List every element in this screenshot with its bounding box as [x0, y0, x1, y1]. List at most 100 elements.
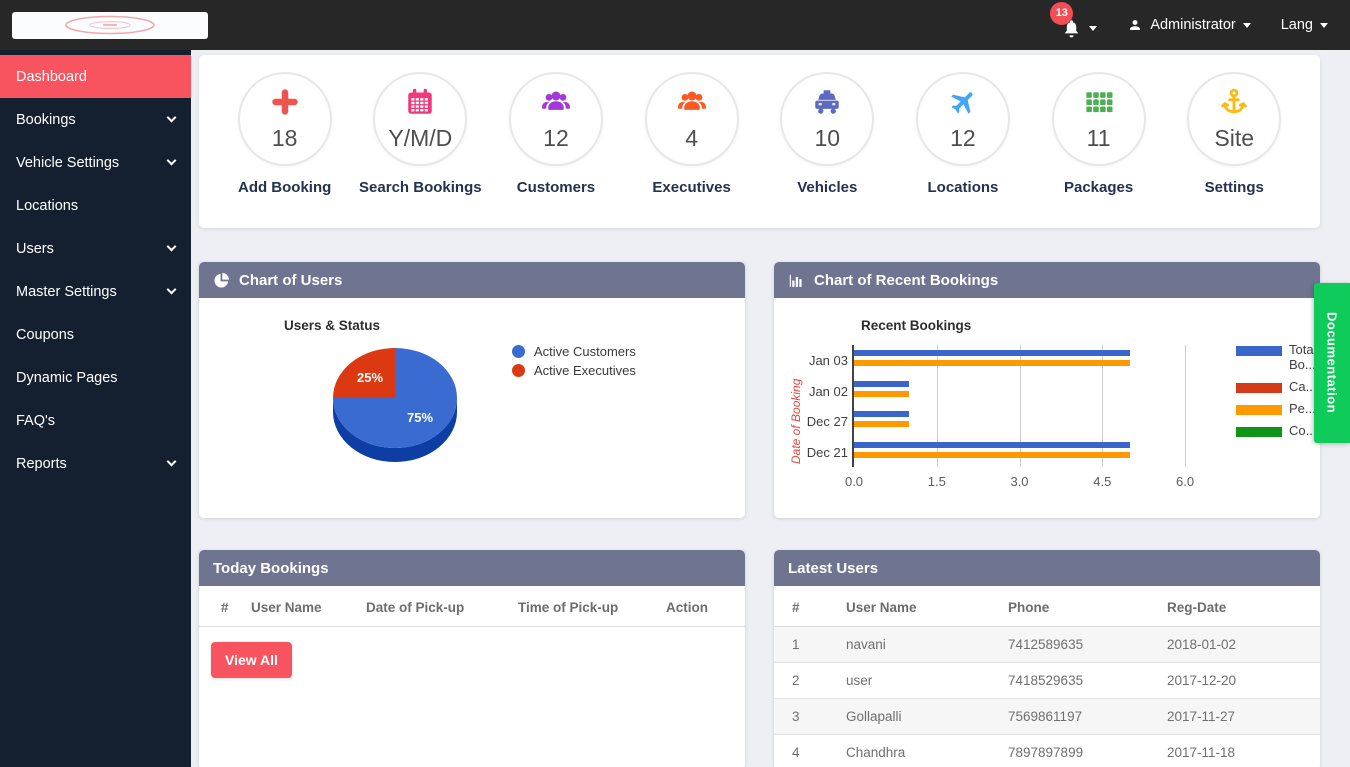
panel-title: Today Bookings [213, 559, 329, 577]
legend-entry: Active Executives [512, 363, 636, 378]
sidebar-item-vehicle-settings[interactable]: Vehicle Settings [0, 141, 191, 184]
sidebar-item-label: Bookings [16, 111, 76, 128]
legend-label: Active Executives [534, 363, 636, 378]
sidebar-item-coupons[interactable]: Coupons [0, 313, 191, 356]
x-tick-label: 0.0 [844, 474, 864, 489]
pie-slice-label: 75% [407, 410, 433, 425]
table-cell: 2018-01-02 [1167, 637, 1237, 652]
legend-label: Ca... [1289, 378, 1317, 394]
bar-pe [854, 390, 910, 397]
anchor-icon [1219, 87, 1249, 122]
stat-value: Y/M/D [388, 124, 453, 151]
pie-legend: Active Customers Active Executives [512, 344, 636, 382]
x-tick-label: 6.0 [1176, 474, 1195, 489]
bell-icon [1065, 19, 1079, 37]
table-cell: user [846, 662, 1008, 699]
stat-packages[interactable]: 11 Packages [1049, 72, 1149, 228]
table-cell: Chandhra [846, 734, 1008, 767]
sidebar-item-bookings[interactable]: Bookings [0, 98, 191, 141]
table-cell: 2 [774, 662, 846, 699]
sidebar-item-label: Users [16, 240, 54, 257]
bar-chart-title: Recent Bookings [861, 318, 972, 333]
stat-circle: 4 [644, 72, 739, 166]
category-label: Jan 02 [808, 383, 848, 399]
view-all-button[interactable]: View All [211, 642, 292, 678]
pie-chart-title: Users & Status [284, 318, 381, 333]
bar-pe [854, 421, 910, 427]
sidebar-item-locations[interactable]: Locations [0, 184, 191, 227]
sidebar-item-dynamic-pages[interactable]: Dynamic Pages [0, 356, 191, 399]
table-cell: 2017-11-18 [1167, 734, 1320, 767]
stat-locations[interactable]: 12 Locations [913, 72, 1013, 228]
sidebar-item-label: Dynamic Pages [16, 369, 118, 386]
stat-label: Executives [652, 179, 731, 196]
stat-search-bookings[interactable]: Y/M/D Search Bookings [359, 72, 482, 228]
bar-total-bo [854, 411, 910, 417]
pie-chart-icon [214, 272, 230, 288]
notifications-dropdown[interactable]: 13 [1050, 1, 1098, 39]
legend-entry: Ca... [1236, 378, 1320, 395]
chart-of-users-panel: Chart of Users Users & Status 75% 25% Act… [199, 262, 745, 518]
sidebar-item-master-settings[interactable]: Master Settings [0, 270, 191, 313]
stat-circle: 12 [508, 72, 603, 166]
bar-total-bo [854, 441, 1130, 448]
sidebar-item-dashboard[interactable]: Dashboard [0, 55, 191, 98]
bookings-bar-chart: Recent Bookings Date of Booking 0.0 1.5 3.… [774, 298, 1320, 518]
table-cell: 7897897899 [1008, 734, 1167, 767]
stat-circle: Y/M/D [373, 72, 468, 166]
logo-ellipse-icon [65, 15, 155, 35]
stat-value: 10 [814, 124, 841, 151]
stat-customers[interactable]: 12 Customers [506, 72, 606, 228]
sidebar-item-faq-s[interactable]: FAQ's [0, 399, 191, 442]
column-header: # [199, 586, 251, 627]
stat-settings[interactable]: Site Settings [1184, 72, 1284, 228]
sidebar: Dashboard Bookings Vehicle Settings Locatio… [0, 50, 191, 767]
plus-icon [270, 87, 300, 122]
admin-dropdown[interactable]: Administrator [1127, 17, 1251, 33]
sidebar-item-users[interactable]: Users [0, 227, 191, 270]
legend-dot [512, 345, 525, 358]
category-label: Jan 03 [808, 353, 848, 368]
stat-circle: 18 [237, 72, 332, 166]
lang-dropdown[interactable]: Lang [1281, 17, 1328, 33]
legend-swatch [1236, 346, 1282, 356]
lang-label: Lang [1280, 17, 1313, 33]
table-cell: 3 [774, 698, 846, 735]
legend-swatch [1236, 382, 1282, 393]
legend-entry: Co... [1236, 423, 1320, 439]
chart-of-recent-bookings-panel: Chart of Recent Bookings Recent Bookings… [774, 262, 1320, 518]
sidebar-item-label: Vehicle Settings [16, 154, 120, 171]
chevron-down-icon [166, 456, 177, 467]
sidebar-item-reports[interactable]: Reports [0, 442, 191, 485]
stat-add-booking[interactable]: 18 Add Booking [235, 72, 335, 228]
table-cell: 4 [774, 734, 846, 767]
stat-vehicles[interactable]: 10 Vehicles [777, 72, 877, 228]
user-icon [1130, 20, 1141, 30]
table-row: 1 navani 7412589635 2018-01-02 [774, 626, 1320, 663]
logo[interactable] [12, 11, 208, 39]
gridline [1185, 345, 1187, 467]
sidebar-item-label: Dashboard [16, 68, 87, 85]
column-header: # [774, 586, 846, 627]
table-cell: 2017-12-20 [1167, 662, 1320, 699]
chevron-down-icon [1320, 22, 1328, 28]
users-pie-chart: Users & Status 75% 25% Active Customers Ac… [199, 298, 745, 518]
sidebar-item-label: Reports [16, 455, 67, 472]
users-icon [540, 87, 572, 122]
column-header: Action [666, 586, 745, 627]
quick-stats-card: 18 Add Booking Y/M/D Search Bookings 12 … [199, 55, 1320, 228]
stat-executives[interactable]: 4 Executives [642, 72, 742, 228]
latest-users-panel: Latest Users # User Name Phone Reg-Date 1 nav… [774, 550, 1320, 767]
documentation-tab[interactable]: Documentation [1314, 283, 1350, 443]
x-tick-label: 4.5 [1093, 474, 1112, 489]
gridline [1019, 345, 1021, 467]
sidebar-item-label: Coupons [16, 326, 75, 343]
stat-circle: 12 [915, 72, 1010, 166]
stat-value: Site [1214, 124, 1255, 151]
topbar: 13 Administrator Lang [0, 0, 1350, 50]
table-cell: Gollapalli [846, 698, 1008, 735]
main-content: 18 Add Booking Y/M/D Search Bookings 12 … [199, 50, 1320, 767]
legend-swatch [1236, 426, 1282, 437]
taxi-icon [812, 87, 842, 122]
table-row: 4 Chandhra 7897897899 2017-11-18 [774, 734, 1320, 767]
